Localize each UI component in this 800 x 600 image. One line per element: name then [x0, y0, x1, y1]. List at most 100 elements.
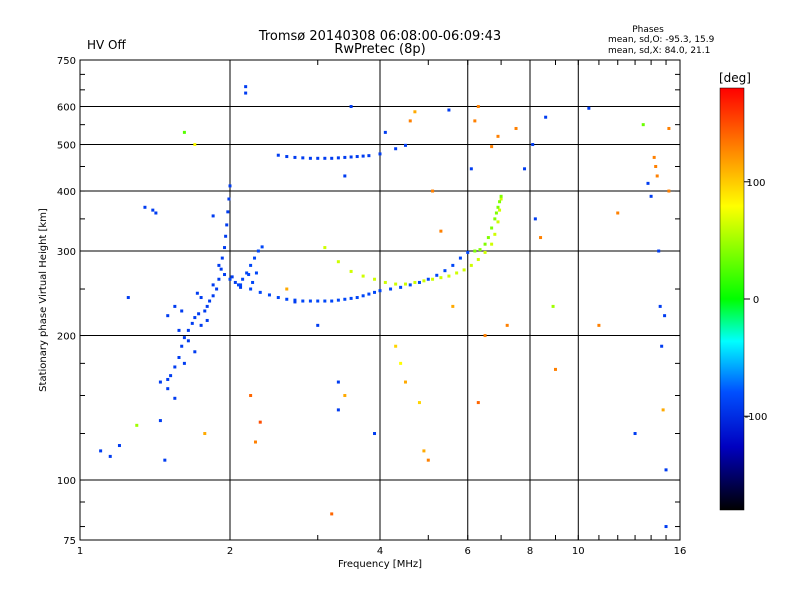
echo-point — [195, 291, 199, 295]
echo-point — [499, 194, 503, 198]
echo-point — [476, 258, 480, 262]
echo-point — [343, 174, 347, 178]
echo-point — [99, 449, 103, 453]
echo-points — [99, 85, 671, 529]
echo-point — [285, 155, 289, 159]
echo-point — [408, 119, 412, 123]
echo-point — [426, 458, 430, 462]
echo-point — [394, 282, 398, 286]
echo-point — [182, 130, 186, 134]
echo-point — [451, 263, 455, 267]
echo-point — [330, 299, 334, 303]
echo-point — [373, 290, 377, 294]
echo-point — [316, 299, 320, 303]
echo-point — [655, 174, 659, 178]
echo-point — [660, 344, 664, 348]
echo-point — [657, 249, 661, 253]
echo-point — [260, 245, 264, 249]
y-tick-label: 200 — [57, 332, 76, 343]
echo-point — [361, 154, 365, 158]
echo-point — [469, 167, 473, 171]
echo-point — [182, 361, 186, 365]
echo-point — [473, 119, 477, 123]
echo-point — [551, 304, 555, 308]
echo-point — [249, 287, 253, 291]
echo-point — [211, 283, 215, 287]
echo-point — [394, 344, 398, 348]
echo-point — [239, 283, 243, 287]
echo-point — [478, 248, 482, 252]
echo-point — [293, 300, 297, 304]
echo-point — [544, 115, 548, 119]
echo-point — [439, 276, 443, 280]
echo-point — [447, 274, 451, 278]
colorbar-tick-label: 100 — [746, 178, 765, 189]
echo-point — [431, 189, 435, 193]
echo-point — [394, 147, 398, 151]
echo-point — [199, 323, 203, 327]
x-tick-label: 8 — [527, 546, 533, 557]
echo-point — [177, 355, 181, 359]
echo-point — [143, 205, 147, 209]
x-tick-label: 1 — [77, 546, 83, 557]
echo-point — [616, 211, 620, 215]
echo-point — [469, 263, 473, 267]
echo-point — [343, 394, 347, 398]
echo-point — [373, 432, 377, 436]
echo-point — [233, 280, 237, 284]
echo-point — [378, 289, 382, 293]
echo-point — [633, 432, 637, 436]
echo-point — [499, 197, 503, 201]
echo-point — [664, 525, 668, 529]
echo-point — [225, 223, 229, 227]
y-axis-label: Stationary phase Virtual Height [km] — [38, 208, 49, 392]
echo-point — [203, 309, 207, 313]
echo-point — [173, 365, 177, 369]
echo-point — [498, 208, 502, 212]
echo-point — [205, 318, 209, 322]
echo-point — [227, 197, 231, 201]
echo-point — [490, 226, 494, 230]
echo-point — [667, 126, 671, 130]
colorbar-tick-label: -100 — [745, 412, 768, 423]
echo-point — [523, 167, 527, 171]
echo-point — [451, 304, 455, 308]
echo-point — [308, 156, 312, 160]
echo-point — [403, 143, 407, 147]
echo-point — [426, 277, 430, 281]
echo-point — [166, 377, 170, 381]
echo-point — [422, 449, 426, 453]
echo-point — [483, 250, 487, 254]
echo-point — [343, 297, 347, 301]
echo-point — [483, 334, 487, 338]
echo-point — [285, 297, 289, 301]
echo-point — [422, 279, 426, 283]
echo-point — [336, 380, 340, 384]
echo-point — [667, 189, 671, 193]
echo-point — [193, 143, 197, 147]
echo-point — [403, 380, 407, 384]
echo-point — [408, 283, 412, 287]
x-tick-label: 6 — [465, 546, 471, 557]
echo-point — [205, 304, 209, 308]
echo-point — [553, 367, 557, 371]
echo-point — [276, 153, 280, 157]
x-tick-label: 10 — [572, 546, 585, 557]
y-tick-label: 300 — [57, 247, 76, 258]
echo-point — [417, 401, 421, 405]
echo-point — [399, 285, 403, 289]
echo-point — [435, 273, 439, 277]
y-tick-label: 750 — [57, 56, 76, 67]
echo-point — [249, 263, 253, 267]
echo-point — [244, 85, 248, 89]
echo-point — [117, 444, 121, 448]
echo-point — [316, 156, 320, 160]
echo-point — [496, 205, 500, 209]
echo-point — [220, 256, 224, 260]
echo-point — [224, 234, 228, 238]
echo-point — [587, 106, 591, 110]
echo-point — [493, 232, 497, 236]
echo-point — [355, 296, 359, 300]
echo-point — [383, 280, 387, 284]
